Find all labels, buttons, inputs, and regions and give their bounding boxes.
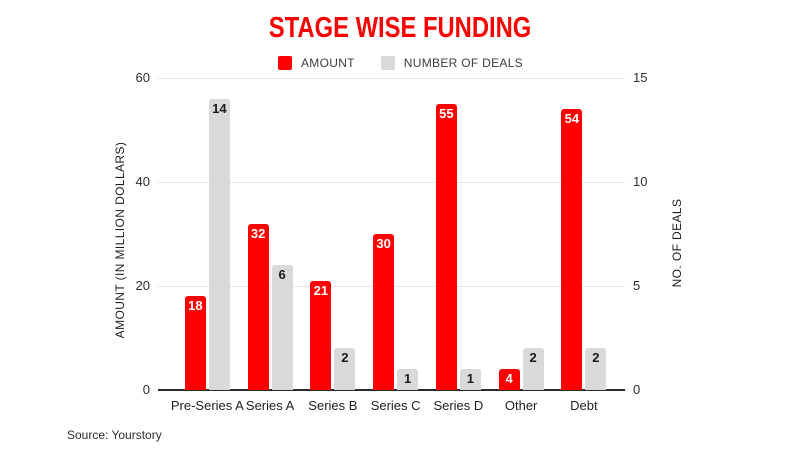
legend-item-1: NUMBER OF DEALS	[380, 56, 523, 70]
bar-value-label: 4	[505, 371, 513, 387]
left-axis-tick: 40	[135, 174, 150, 189]
bar-number-of-deals: 1	[397, 369, 419, 390]
category-label: Series C	[370, 398, 421, 413]
left-axis-tick: 60	[135, 70, 150, 85]
bar-value-label: 2	[341, 350, 349, 366]
bar-amount: 18	[184, 296, 206, 390]
bar-value-label: 32	[250, 225, 266, 241]
left-axis-tick: 20	[135, 278, 150, 293]
bar-value-label: 21	[313, 282, 329, 298]
bar-value-label: 18	[188, 298, 203, 314]
bar-number-of-deals: 14	[208, 98, 230, 390]
right-axis-tick: 15	[633, 70, 648, 85]
right-axis-tick: 5	[633, 278, 641, 293]
right-axis-title: NO. OF DEALS	[670, 198, 684, 288]
bar-amount: 54	[561, 109, 583, 390]
category-label: Pre-Series A	[170, 398, 244, 413]
category-label: Other	[504, 398, 538, 413]
category-label: Series D	[433, 398, 484, 413]
bar-value-label: 1	[404, 371, 412, 387]
right-axis-tick: 10	[633, 174, 648, 189]
bar-number-of-deals: 6	[271, 265, 293, 390]
legend-swatch-icon	[380, 56, 395, 70]
category-label: Series B	[308, 398, 358, 413]
bar-value-label: 6	[278, 267, 286, 283]
gridline	[158, 78, 625, 79]
category-label: Debt	[570, 398, 598, 413]
bar-amount: 32	[247, 223, 269, 390]
bar-amount: 55	[435, 104, 457, 390]
bar-amount: 30	[373, 234, 395, 390]
legend-item-0: AMOUNT	[278, 56, 355, 70]
x-axis-line	[158, 389, 625, 391]
legend-label: AMOUNT	[301, 56, 355, 70]
legend-label: NUMBER OF DEALS	[403, 56, 523, 70]
category-label: Series A	[245, 398, 295, 413]
bar-number-of-deals: 2	[334, 348, 356, 390]
bar-value-label: 2	[592, 350, 600, 366]
gridline	[158, 182, 625, 183]
bar-number-of-deals: 2	[585, 348, 607, 390]
bar-value-label: 2	[529, 350, 537, 366]
bar-value-label: 30	[376, 236, 391, 251]
legend: AMOUNT NUMBER OF DEALS	[278, 56, 523, 70]
chart-title: STAGE WISE FUNDING	[0, 12, 800, 45]
bar-number-of-deals: 1	[459, 369, 481, 390]
legend-swatch-icon	[278, 56, 292, 70]
right-axis-tick: 0	[633, 382, 641, 397]
source-note: Source: Yourstory	[67, 428, 162, 442]
bar-value-label: 55	[439, 106, 454, 121]
left-axis-tick: 0	[142, 382, 150, 397]
bar-value-label: 14	[212, 100, 227, 116]
bar-amount: 21	[310, 280, 332, 390]
bar-value-label: 54	[564, 111, 580, 127]
left-axis-title: AMOUNT (IN MILLION DOLLARS)	[113, 141, 127, 339]
chart-title-text: STAGE WISE FUNDING	[268, 12, 532, 44]
bar-value-label: 1	[466, 371, 474, 387]
bar-amount: 4	[498, 369, 520, 390]
bar-number-of-deals: 2	[522, 348, 544, 390]
